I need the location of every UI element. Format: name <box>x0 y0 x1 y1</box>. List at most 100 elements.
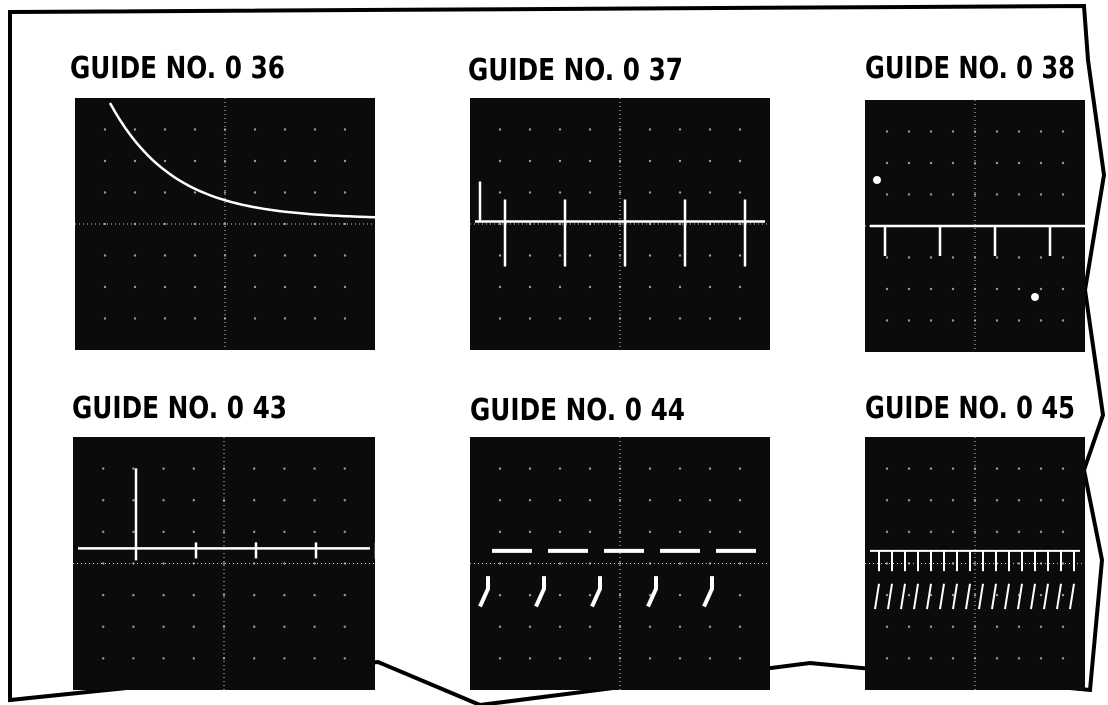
grid-dot <box>588 499 592 502</box>
grid-dot <box>343 467 346 470</box>
grid-dot <box>738 191 742 194</box>
grid-dot <box>283 254 287 257</box>
grid-dot <box>588 285 592 289</box>
grid-dot <box>885 657 889 660</box>
grid-dot <box>193 191 197 194</box>
grid-dot <box>253 657 256 660</box>
grid-dot <box>588 317 592 320</box>
grid-dot <box>929 593 933 597</box>
grid-dot <box>1061 593 1065 597</box>
grid-dot <box>528 254 532 257</box>
grid-dot <box>618 222 622 226</box>
grid-dot <box>558 254 562 257</box>
grid-dot <box>283 625 286 628</box>
grid-dot <box>193 159 197 163</box>
grid-dot <box>133 285 137 289</box>
grid-dot <box>907 657 911 660</box>
grid-dot <box>1061 467 1065 470</box>
grid-dot <box>648 467 652 470</box>
grid-dot <box>498 254 502 257</box>
grid-dot <box>738 467 742 470</box>
grid-dot <box>588 657 592 660</box>
grid-dot <box>588 530 592 534</box>
grid-dot <box>588 593 592 597</box>
grid-dot <box>163 254 167 257</box>
grid-dot <box>283 593 286 597</box>
grid-dot <box>498 499 502 502</box>
grid-dot <box>1017 467 1021 470</box>
grid-dot <box>498 562 502 565</box>
grid-dot <box>102 625 105 628</box>
grid-dot <box>253 128 257 131</box>
grid-dot <box>885 499 889 502</box>
grid-dot <box>222 657 226 660</box>
grid-dot <box>618 467 622 470</box>
grid-dot <box>738 285 742 289</box>
grid-dot <box>678 562 682 565</box>
grid-dot <box>588 159 592 163</box>
page-outline <box>8 3 1107 705</box>
grid-dot <box>973 193 977 196</box>
grid-dot <box>528 317 532 320</box>
grid-dot <box>907 193 911 196</box>
grid-dot <box>1061 319 1065 322</box>
grid-dot <box>929 625 933 628</box>
grid-dot <box>973 130 977 133</box>
grid-dot <box>498 467 502 470</box>
grid-dot <box>1061 130 1065 133</box>
grid-dot <box>163 159 167 163</box>
grid-dot <box>222 467 226 470</box>
grid-dot <box>528 499 532 502</box>
panel-label: GUIDE NO. 0 37 <box>468 53 683 88</box>
grid-dot <box>907 530 911 534</box>
grid-dot <box>1039 161 1043 165</box>
grid-dot <box>588 128 592 131</box>
grid-dot <box>678 128 682 131</box>
grid-dot <box>648 159 652 163</box>
grid-dot <box>738 657 742 660</box>
grid-dot <box>929 287 933 291</box>
grid-dot <box>498 317 502 320</box>
grid-dot <box>618 530 622 534</box>
grid-dot <box>995 130 999 133</box>
grid-dot <box>343 562 346 565</box>
grid-dot <box>253 191 257 194</box>
grid-dot <box>163 317 167 320</box>
grid-dot <box>343 285 347 289</box>
grid-dot <box>648 317 652 320</box>
grid-dot <box>929 161 933 165</box>
grid-dot <box>103 191 107 194</box>
grid-dot <box>193 317 197 320</box>
grid-dot <box>708 128 712 131</box>
grid-dot <box>1039 467 1043 470</box>
grid-dot <box>1061 530 1065 534</box>
panel-label: GUIDE NO. 0 38 <box>865 51 1075 86</box>
grid-dot <box>283 499 286 502</box>
grid-dot <box>678 499 682 502</box>
grid-dot <box>708 254 712 257</box>
grid-dot <box>1017 256 1021 259</box>
trace <box>108 102 376 219</box>
grid-dot <box>253 467 256 470</box>
scope-panel: GUIDE NO. 0 43 <box>72 391 378 690</box>
grid-dot <box>995 593 999 597</box>
grid-dot <box>708 530 712 534</box>
grid-dot <box>103 159 107 163</box>
grid-dot <box>222 530 226 534</box>
grid-dot <box>951 319 955 322</box>
grid-dot <box>103 285 107 289</box>
grid-dot <box>973 562 977 565</box>
grid-dot <box>995 625 999 628</box>
scope-screen <box>73 437 378 690</box>
grid-dot <box>929 530 933 534</box>
grid-dot <box>498 285 502 289</box>
grid-dot <box>498 222 502 226</box>
grid-dot <box>973 256 977 259</box>
grid-dot <box>618 625 622 628</box>
grid-dot <box>132 593 135 597</box>
grid-dot <box>163 222 167 226</box>
grid-dot <box>132 625 135 628</box>
grid-dot <box>102 530 105 534</box>
grid-dot <box>907 593 911 597</box>
grid-dot <box>1039 625 1043 628</box>
